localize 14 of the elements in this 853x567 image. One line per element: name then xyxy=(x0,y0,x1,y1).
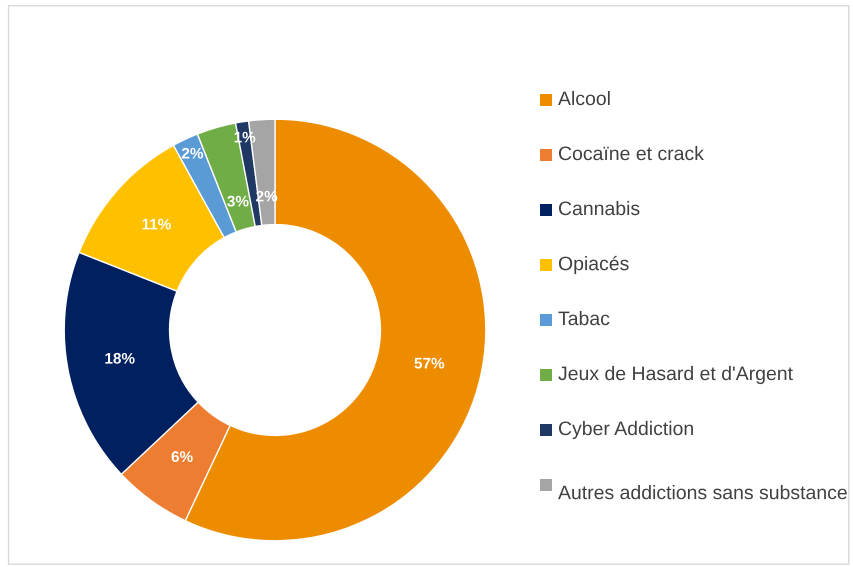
legend-label: Cannabis xyxy=(558,200,640,216)
legend-label: Alcool xyxy=(558,90,610,106)
data-label: 18% xyxy=(105,352,135,364)
legend-label: Autres addictions sans substance xyxy=(558,485,847,500)
legend-label: Opiacés xyxy=(558,256,629,274)
legend-label: Cyber Addiction xyxy=(558,420,693,440)
legend-label: Tabac xyxy=(558,310,610,326)
data-label: 6% xyxy=(172,451,193,462)
legend-label: Jeux de Hasard et d'Argent xyxy=(558,366,793,384)
data-label: 3% xyxy=(227,196,249,207)
data-label: 2% xyxy=(182,148,204,159)
data-label: 57% xyxy=(414,358,444,369)
legend-label: Cocaïne et crack xyxy=(558,146,704,160)
data-label: 11% xyxy=(142,218,171,230)
